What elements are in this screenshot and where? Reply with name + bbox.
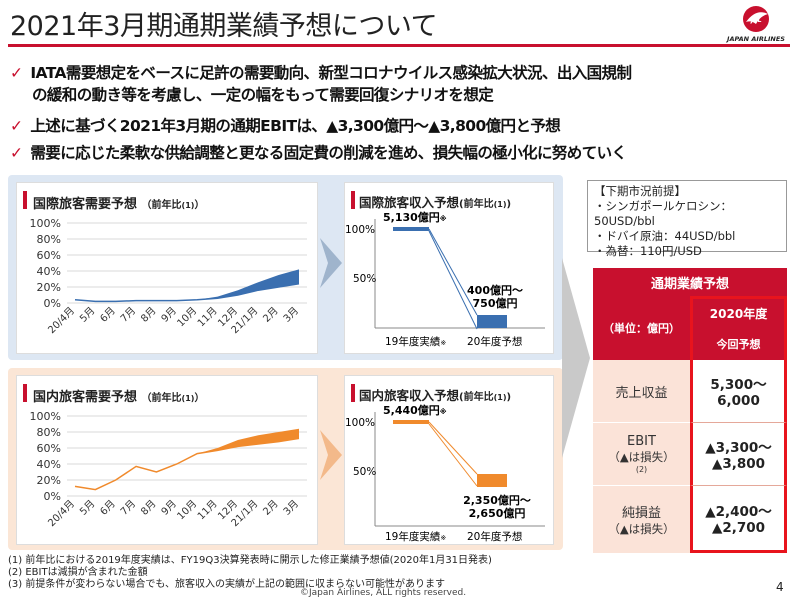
row-label-ebit: EBIT （▲は損失） (2) (593, 423, 690, 486)
check-icon: ✓ (10, 117, 23, 135)
x-label-curr: 20年度予想 (467, 530, 522, 543)
x-tick-label: 11月 (195, 498, 220, 523)
dom-revenue-chart: 100% 50% 5,440億円※ 2,350億円〜 2,650億円 19年度実… (345, 403, 545, 543)
intl-revenue-chart: 100% 50% 5,130億円※ 400億円〜 750億円 19年度実績※ 2… (345, 210, 545, 348)
x-tick-label: 3月 (281, 498, 301, 518)
check-icon: ✓ (10, 64, 23, 82)
x-tick-label: 3月 (281, 305, 301, 325)
y-tick-label: 40% (37, 458, 61, 471)
x-tick-label: 10月 (175, 498, 200, 523)
x-tick-label: 2月 (261, 498, 281, 518)
bar-prev (393, 227, 429, 231)
y-tick-label: 80% (37, 426, 61, 439)
page-number: 4 (776, 580, 784, 594)
footnotes: (1) 前年比における2019年度実績は、FY19Q3決算発表時に開示した修正業… (8, 555, 492, 590)
x-tick-label: 6月 (98, 498, 118, 518)
bullet-3: ✓ 需要に応じた柔軟な供給調整と更なる固定費の削減を進め、損失幅の極小化に努めてい… (10, 144, 627, 162)
x-tick-label: 7月 (118, 498, 138, 518)
value-curr-2: 2,650億円 (469, 506, 526, 520)
bar-curr (477, 474, 507, 487)
intl-demand-chart: 100%80%60%40%20%0%20/4月 5月 6月 7月 8月 9月10月11月1… (30, 217, 307, 336)
x-tick-label: 6月 (98, 305, 118, 325)
forecast-header: 通期業績予想 (593, 268, 787, 296)
value-prev: 5,440億円※ (383, 403, 447, 417)
jal-logo: JAL JAPAN AIRLINES (720, 4, 792, 44)
svg-text:JAL: JAL (750, 17, 762, 24)
dom-demand-chart: 100%80%60%40%20%0%20/4月 5月 6月 7月 8月 9月10月11月1… (30, 410, 307, 529)
y-tick-label: 20% (37, 474, 61, 487)
y-tick-label: 60% (37, 442, 61, 455)
row-label-revenue: 売上収益 (593, 360, 690, 423)
arrow-right-icon (562, 258, 590, 458)
svg-text:JAPAN AIRLINES: JAPAN AIRLINES (725, 35, 785, 43)
x-tick-label: 10月 (175, 305, 200, 330)
row-value-net-income: ▲2,400〜 ▲2,700 (690, 486, 787, 553)
dom-revenue-card: 国内旅客収入予想(前年比(1)) 100% 50% 5,440億円※ 2,350… (344, 375, 554, 545)
bar-curr (477, 315, 507, 328)
copyright: ©Japan Airlines, ALL rights reserved. (300, 588, 467, 598)
x-tick-label: 5月 (77, 305, 97, 325)
x-tick-label: 11月 (195, 305, 220, 330)
value-prev: 5,130億円※ (383, 210, 447, 224)
bar-prev (393, 420, 429, 424)
y-tick-label: 60% (37, 249, 61, 262)
x-tick-label: 7月 (118, 305, 138, 325)
x-label-curr: 20年度予想 (467, 335, 522, 348)
row-value-ebit: ▲3,300〜 ▲3,800 (690, 423, 787, 486)
row-value-revenue: 5,300〜 6,000 (690, 360, 787, 423)
y-tick-label: 80% (37, 233, 61, 246)
demand-band (75, 428, 299, 490)
value-curr-2: 750億円 (473, 296, 518, 310)
intl-revenue-title: 国際旅客収入予想(前年比(1)) (359, 195, 512, 210)
dom-revenue-title: 国内旅客収入予想(前年比(1)) (359, 388, 512, 403)
row-label-net-income: 純損益 （▲は損失） (608, 506, 675, 536)
page-title: 2021年3月期通期業績予想について (10, 11, 438, 42)
dom-demand-card: 国内旅客需要予想 （前年比(1)） 100% 80% 60% 40% 20% 0% 20/4… (16, 375, 318, 545)
col-sub: 今回予想 (690, 328, 787, 360)
market-conditions: 【下期市況前提】 ・シンガポールケロシン：50USD/bbl ・ドバイ原油：44… (587, 180, 787, 258)
intl-revenue-card: 国際旅客収入予想(前年比(1)) 100% 50% 5,130億円※ 400億円… (344, 182, 554, 354)
y-tick-label: 40% (37, 265, 61, 278)
intl-demand-card: 国際旅客需要予想 （前年比(1)） 100% 80% 60% 40% 20% 0% 20/4… (16, 182, 318, 354)
y-tick-label: 100% (30, 410, 61, 423)
demand-band (75, 269, 299, 302)
x-tick-label: 2月 (261, 305, 281, 325)
y-tick-50: 50% (353, 466, 376, 478)
value-curr-1: 2,350億円〜 (463, 493, 531, 507)
y-tick-50: 50% (353, 273, 376, 285)
bullet-2: ✓ 上述に基づく2021年3月期の通期EBITは、▲3,300億円〜▲3,800億… (10, 117, 561, 135)
y-tick-100: 100% (345, 224, 375, 236)
demand-line (74, 283, 300, 303)
value-curr-1: 400億円〜 (467, 283, 523, 297)
dom-demand-title: 国内旅客需要予想 （前年比(1)） (33, 390, 205, 405)
check-icon: ✓ (10, 144, 23, 162)
chevron-right-icon (320, 430, 342, 480)
x-tick-label: 8月 (139, 498, 159, 518)
col-year: 2020年度 (690, 296, 787, 328)
title-divider (8, 44, 790, 47)
bullet-1: ✓ IATA需要想定をベースに足許の需要動向、新型コロナウイルス感染拡大状況、出入… (10, 64, 632, 104)
y-tick-label: 100% (30, 217, 61, 230)
chevron-right-icon (320, 238, 342, 288)
y-tick-label: 20% (37, 281, 61, 294)
y-tick-label: 0% (44, 297, 61, 310)
y-tick-label: 0% (44, 490, 61, 503)
y-tick-100: 100% (345, 417, 375, 429)
jal-crane-logo-icon: JAL JAPAN AIRLINES (725, 6, 785, 43)
unit-label: （単位：億円） (593, 296, 690, 360)
x-label-prev: 19年度実績※ (385, 530, 446, 543)
demand-line (74, 437, 300, 491)
x-tick-label: 5月 (77, 498, 97, 518)
intl-demand-title: 国際旅客需要予想 （前年比(1)） (33, 197, 205, 212)
x-label-prev: 19年度実績※ (385, 335, 446, 348)
x-tick-label: 8月 (139, 305, 159, 325)
